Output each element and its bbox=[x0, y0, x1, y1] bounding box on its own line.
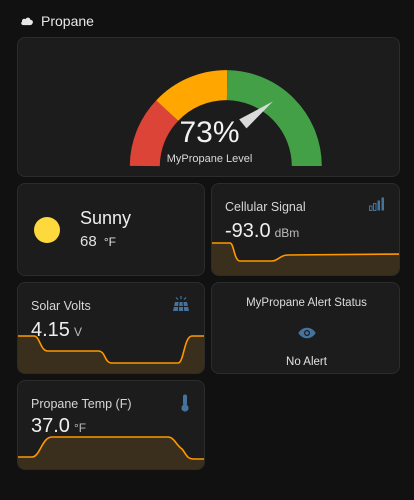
gauge-segment-red bbox=[129, 100, 179, 167]
temp-value: 37.0 bbox=[31, 415, 70, 437]
solar-volts-sparkline bbox=[18, 335, 204, 373]
solar-volts-title: Solar Volts bbox=[31, 299, 91, 313]
gauge-needle bbox=[239, 101, 273, 129]
gauge-segment-green bbox=[226, 70, 322, 167]
cellular-value: -93.0 bbox=[225, 220, 271, 242]
weather-condition: Sunny bbox=[80, 208, 132, 228]
gauge bbox=[129, 70, 322, 167]
temperature-value: 68 bbox=[80, 233, 97, 250]
weather-card[interactable]: Sunny 68 °F bbox=[17, 183, 205, 276]
cellular-sparkline bbox=[212, 242, 399, 275]
solar-volts-value: 4.15 V bbox=[31, 319, 82, 342]
section-title: Propane bbox=[41, 13, 94, 29]
thermometer-icon bbox=[181, 394, 189, 412]
gauge-value: 73% bbox=[179, 116, 240, 149]
propane-temp-sparkline bbox=[18, 436, 204, 469]
weather-temperature: 68 °F bbox=[80, 233, 116, 250]
alert-status-title: MyPropane Alert Status bbox=[246, 297, 367, 309]
cellular-signal-value: -93.0 dBm bbox=[225, 220, 299, 243]
cloud-icon bbox=[21, 17, 33, 26]
alert-status-card[interactable]: MyPropane Alert Status No Alert bbox=[211, 282, 400, 374]
cellular-signal-card[interactable]: Cellular Signal -93.0 dBm bbox=[211, 183, 400, 276]
signal-bars-icon bbox=[369, 197, 384, 211]
propane-temp-card[interactable]: Propane Temp (F) 37.0 °F bbox=[17, 380, 205, 470]
solar-value: 4.15 bbox=[31, 319, 70, 341]
solar-unit: V bbox=[73, 325, 82, 339]
gauge-label: MyPropane Level bbox=[166, 153, 253, 165]
section-header: Propane bbox=[20, 11, 94, 31]
gauge-segment-yellow bbox=[156, 70, 228, 122]
propane-level-gauge-card[interactable]: 73% MyPropane Level bbox=[17, 37, 400, 177]
cellular-signal-title: Cellular Signal bbox=[225, 200, 306, 214]
cellular-unit: dBm bbox=[274, 226, 300, 240]
alert-status-value: No Alert bbox=[286, 356, 327, 368]
temperature-unit: °F bbox=[103, 235, 116, 249]
temp-unit: °F bbox=[73, 421, 87, 435]
sun-icon bbox=[34, 217, 60, 243]
propane-temp-title: Propane Temp (F) bbox=[31, 397, 132, 411]
eye-icon bbox=[298, 327, 316, 339]
solar-volts-card[interactable]: Solar Volts 4.15 V bbox=[17, 282, 205, 374]
solar-panel-icon bbox=[173, 296, 189, 312]
propane-temp-value: 37.0 °F bbox=[31, 415, 86, 438]
